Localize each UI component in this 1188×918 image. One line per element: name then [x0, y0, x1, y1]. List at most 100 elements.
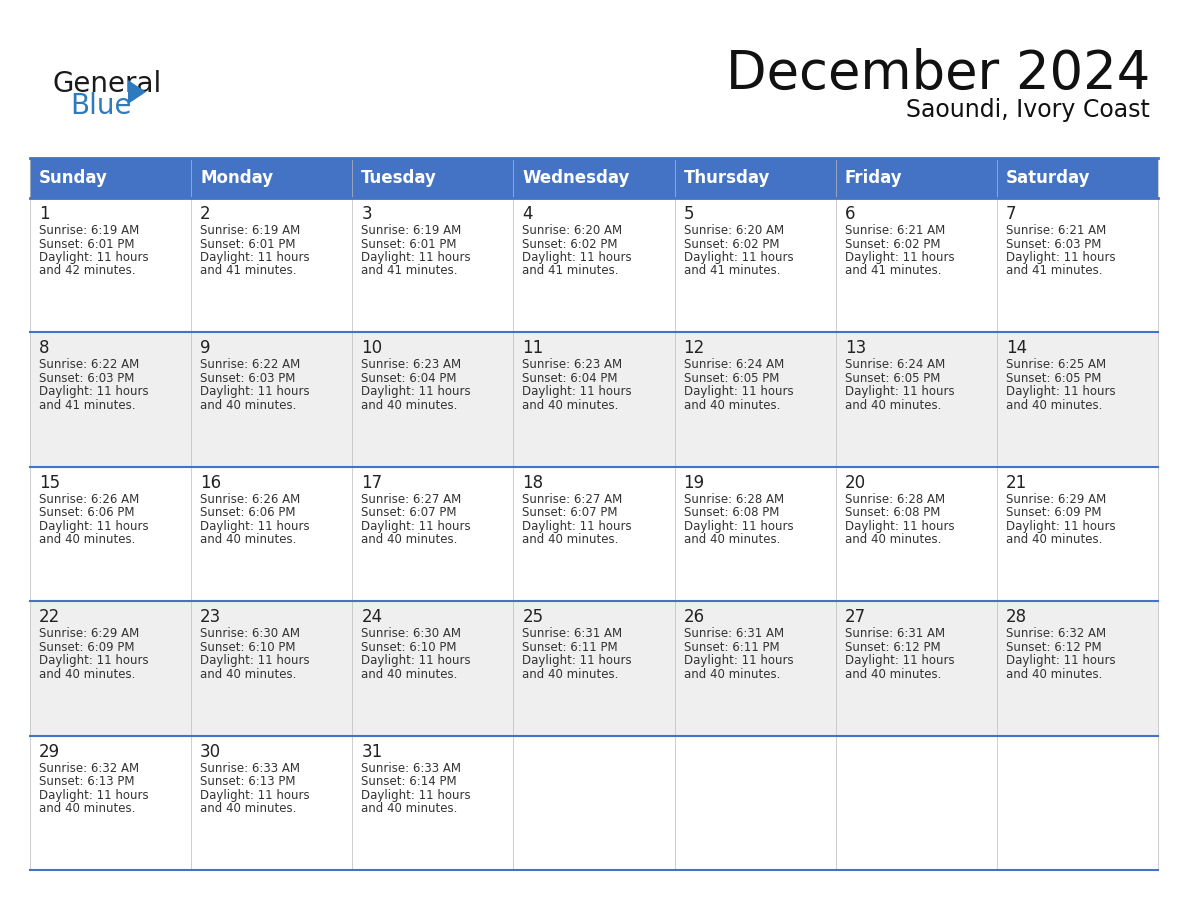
Bar	[353, 601, 513, 735]
Text: Sunrise: 6:33 AM: Sunrise: 6:33 AM	[361, 762, 461, 775]
Text: and 41 minutes.: and 41 minutes.	[523, 264, 619, 277]
Text: and 40 minutes.: and 40 minutes.	[200, 802, 297, 815]
Text: Sunrise: 6:28 AM: Sunrise: 6:28 AM	[683, 493, 784, 506]
Bar	[675, 466, 835, 601]
Text: Sunset: 6:03 PM: Sunset: 6:03 PM	[39, 372, 134, 385]
Bar	[353, 466, 513, 601]
Text: Daylight: 11 hours: Daylight: 11 hours	[683, 386, 794, 398]
Text: Sunset: 6:07 PM: Sunset: 6:07 PM	[361, 507, 456, 520]
Text: and 40 minutes.: and 40 minutes.	[39, 667, 135, 681]
Text: and 40 minutes.: and 40 minutes.	[845, 533, 941, 546]
Text: Sunset: 6:12 PM: Sunset: 6:12 PM	[1006, 641, 1101, 654]
Text: Sunset: 6:02 PM: Sunset: 6:02 PM	[523, 238, 618, 251]
Bar	[513, 466, 675, 601]
Text: Sunrise: 6:31 AM: Sunrise: 6:31 AM	[683, 627, 784, 640]
Text: Daylight: 11 hours: Daylight: 11 hours	[523, 386, 632, 398]
Text: Sunrise: 6:31 AM: Sunrise: 6:31 AM	[523, 627, 623, 640]
Text: 22: 22	[39, 609, 61, 626]
Text: 9: 9	[200, 340, 210, 357]
Text: and 40 minutes.: and 40 minutes.	[845, 399, 941, 412]
Text: 20: 20	[845, 474, 866, 492]
Text: 25: 25	[523, 609, 544, 626]
Text: Sunset: 6:11 PM: Sunset: 6:11 PM	[683, 641, 779, 654]
Bar	[191, 735, 353, 870]
Bar	[191, 198, 353, 332]
Text: and 40 minutes.: and 40 minutes.	[523, 533, 619, 546]
Text: Daylight: 11 hours: Daylight: 11 hours	[39, 655, 148, 667]
Bar	[353, 332, 513, 466]
Text: 18: 18	[523, 474, 544, 492]
Bar	[997, 158, 1158, 198]
Text: Sunset: 6:07 PM: Sunset: 6:07 PM	[523, 507, 618, 520]
Text: Daylight: 11 hours: Daylight: 11 hours	[683, 655, 794, 667]
Text: Sunrise: 6:32 AM: Sunrise: 6:32 AM	[39, 762, 139, 775]
Text: and 40 minutes.: and 40 minutes.	[200, 533, 297, 546]
Text: Sunset: 6:06 PM: Sunset: 6:06 PM	[200, 507, 296, 520]
Text: Sunrise: 6:20 AM: Sunrise: 6:20 AM	[523, 224, 623, 237]
Text: Sunset: 6:09 PM: Sunset: 6:09 PM	[1006, 507, 1101, 520]
Bar	[675, 735, 835, 870]
Bar	[997, 601, 1158, 735]
Bar	[513, 735, 675, 870]
Text: and 40 minutes.: and 40 minutes.	[523, 399, 619, 412]
Text: and 40 minutes.: and 40 minutes.	[523, 667, 619, 681]
Text: 23: 23	[200, 609, 221, 626]
Bar	[191, 466, 353, 601]
Text: and 40 minutes.: and 40 minutes.	[39, 802, 135, 815]
Text: Sunset: 6:03 PM: Sunset: 6:03 PM	[1006, 238, 1101, 251]
Text: Sunrise: 6:19 AM: Sunrise: 6:19 AM	[39, 224, 139, 237]
Text: Sunrise: 6:30 AM: Sunrise: 6:30 AM	[200, 627, 301, 640]
Text: Sunrise: 6:21 AM: Sunrise: 6:21 AM	[1006, 224, 1106, 237]
Text: Friday: Friday	[845, 169, 903, 187]
Bar	[191, 601, 353, 735]
Text: Daylight: 11 hours: Daylight: 11 hours	[845, 386, 954, 398]
Text: Daylight: 11 hours: Daylight: 11 hours	[361, 789, 470, 801]
Bar	[30, 332, 191, 466]
Text: Daylight: 11 hours: Daylight: 11 hours	[683, 520, 794, 532]
Text: and 42 minutes.: and 42 minutes.	[39, 264, 135, 277]
Text: Sunrise: 6:23 AM: Sunrise: 6:23 AM	[361, 358, 461, 372]
Text: Sunset: 6:04 PM: Sunset: 6:04 PM	[523, 372, 618, 385]
Text: Sunset: 6:03 PM: Sunset: 6:03 PM	[200, 372, 296, 385]
Text: 11: 11	[523, 340, 544, 357]
Bar	[30, 735, 191, 870]
Text: Sunset: 6:05 PM: Sunset: 6:05 PM	[683, 372, 779, 385]
Text: Sunset: 6:08 PM: Sunset: 6:08 PM	[683, 507, 779, 520]
Bar	[30, 158, 191, 198]
Bar	[997, 332, 1158, 466]
Text: and 40 minutes.: and 40 minutes.	[845, 667, 941, 681]
Text: and 41 minutes.: and 41 minutes.	[1006, 264, 1102, 277]
Bar	[997, 198, 1158, 332]
Text: Sunset: 6:13 PM: Sunset: 6:13 PM	[200, 775, 296, 788]
Text: Daylight: 11 hours: Daylight: 11 hours	[361, 655, 470, 667]
Text: Sunset: 6:08 PM: Sunset: 6:08 PM	[845, 507, 940, 520]
Text: 15: 15	[39, 474, 61, 492]
Text: Sunrise: 6:22 AM: Sunrise: 6:22 AM	[39, 358, 139, 372]
Text: Sunrise: 6:23 AM: Sunrise: 6:23 AM	[523, 358, 623, 372]
Text: and 40 minutes.: and 40 minutes.	[1006, 399, 1102, 412]
Text: Sunrise: 6:32 AM: Sunrise: 6:32 AM	[1006, 627, 1106, 640]
Text: Saturday: Saturday	[1006, 169, 1091, 187]
Bar	[675, 158, 835, 198]
Text: Wednesday: Wednesday	[523, 169, 630, 187]
Bar	[513, 601, 675, 735]
Text: 2: 2	[200, 205, 210, 223]
Text: 30: 30	[200, 743, 221, 761]
Text: and 41 minutes.: and 41 minutes.	[845, 264, 941, 277]
Text: Saoundi, Ivory Coast: Saoundi, Ivory Coast	[906, 98, 1150, 122]
Text: Sunrise: 6:30 AM: Sunrise: 6:30 AM	[361, 627, 461, 640]
Text: and 40 minutes.: and 40 minutes.	[1006, 667, 1102, 681]
Text: and 40 minutes.: and 40 minutes.	[361, 533, 457, 546]
Text: and 40 minutes.: and 40 minutes.	[361, 667, 457, 681]
Polygon shape	[128, 80, 146, 104]
Text: Sunday: Sunday	[39, 169, 108, 187]
Text: 19: 19	[683, 474, 704, 492]
Text: Blue: Blue	[70, 92, 132, 120]
Text: Sunrise: 6:21 AM: Sunrise: 6:21 AM	[845, 224, 944, 237]
Bar	[835, 158, 997, 198]
Text: Tuesday: Tuesday	[361, 169, 437, 187]
Text: Sunrise: 6:29 AM: Sunrise: 6:29 AM	[39, 627, 139, 640]
Text: Daylight: 11 hours: Daylight: 11 hours	[200, 655, 310, 667]
Text: Daylight: 11 hours: Daylight: 11 hours	[1006, 251, 1116, 264]
Text: Sunrise: 6:25 AM: Sunrise: 6:25 AM	[1006, 358, 1106, 372]
